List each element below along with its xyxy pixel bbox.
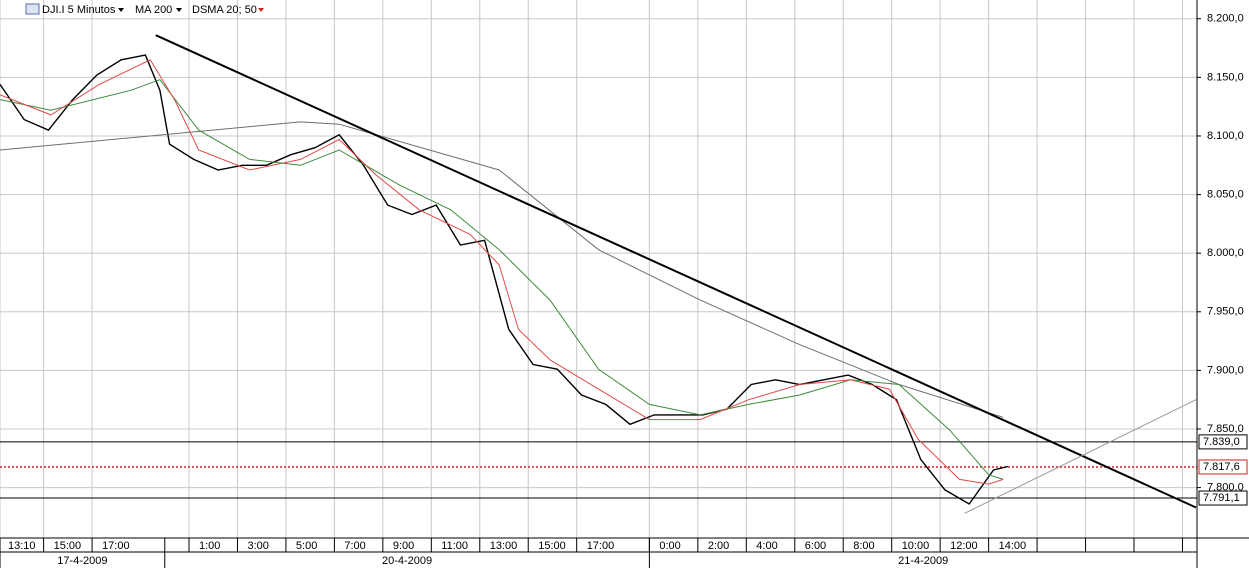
y-tick-label: 8.200,0 <box>1207 13 1244 25</box>
x-tick-label: 4:00 <box>756 540 777 552</box>
x-tick-label: 1:00 <box>199 540 220 552</box>
level-label: 7.791,1 <box>1203 492 1240 504</box>
x-tick-label: 5:00 <box>296 540 317 552</box>
date-label: 20-4-2009 <box>382 555 432 567</box>
instrument: DJI.I 5 Minutos <box>42 4 116 16</box>
dropdown[interactable] <box>176 8 182 12</box>
cfd-icon <box>25 3 40 15</box>
date-label: 17-4-2009 <box>57 555 107 567</box>
level-label: 7.817,6 <box>1203 461 1240 473</box>
y-tick-label: 8.000,0 <box>1207 247 1244 259</box>
y-tick-label: 7.800,0 <box>1207 482 1244 494</box>
y-tick-label: 7.850,0 <box>1207 423 1244 435</box>
x-tick-label: 15:00 <box>538 540 566 552</box>
x-tick-label: 3:00 <box>247 540 268 552</box>
x-tick-label: 11:00 <box>441 540 468 552</box>
header: DJI.I 5 Minutos MA 200 DSMA 20; 50 <box>25 3 264 16</box>
y-tick-label: 8.100,0 <box>1207 130 1244 142</box>
y-tick-label: 7.950,0 <box>1207 306 1244 318</box>
level-box <box>1198 490 1248 506</box>
x-tick-label: 9:00 <box>393 540 414 552</box>
x-tick-label: 12:00 <box>950 540 978 552</box>
series-line <box>0 54 1009 505</box>
plot <box>0 34 1197 514</box>
y-tick-label: 8.150,0 <box>1207 71 1244 83</box>
x-tick-label: 17:00 <box>102 540 130 552</box>
x-tick-label: 13:10 <box>8 540 36 552</box>
grid <box>0 0 1197 538</box>
x-tick-label: 17:00 <box>587 540 615 552</box>
x-tick-label: 6:00 <box>805 540 826 552</box>
dropdown[interactable] <box>118 8 124 12</box>
trendline <box>964 399 1197 514</box>
level-label: 7.839,0 <box>1203 436 1240 448</box>
trendline <box>155 34 1197 509</box>
x-tick-label: 13:00 <box>490 540 518 552</box>
x-tick-label: 0:00 <box>659 540 680 552</box>
x-tick-label: 10:00 <box>902 540 930 552</box>
y-tick-label: 7.900,0 <box>1207 364 1244 376</box>
x-tick-label: 15:00 <box>54 540 82 552</box>
level-box <box>1198 434 1248 450</box>
x-tick-label: 8:00 <box>853 540 874 552</box>
series-line <box>0 121 1004 418</box>
series-line <box>0 79 1004 480</box>
date-label: 21-4-2009 <box>898 555 948 567</box>
indicator: MA 200 <box>135 4 172 16</box>
dropdown[interactable] <box>258 8 264 12</box>
x-tick-label: 14:00 <box>999 540 1027 552</box>
x-tick-label: 7:00 <box>344 540 365 552</box>
indicator: DSMA 20; 50 <box>192 4 257 16</box>
level-box <box>1198 459 1248 475</box>
y-tick-label: 8.050,0 <box>1207 188 1244 200</box>
series-line <box>0 59 1004 485</box>
x-tick-label: 2:00 <box>708 540 729 552</box>
